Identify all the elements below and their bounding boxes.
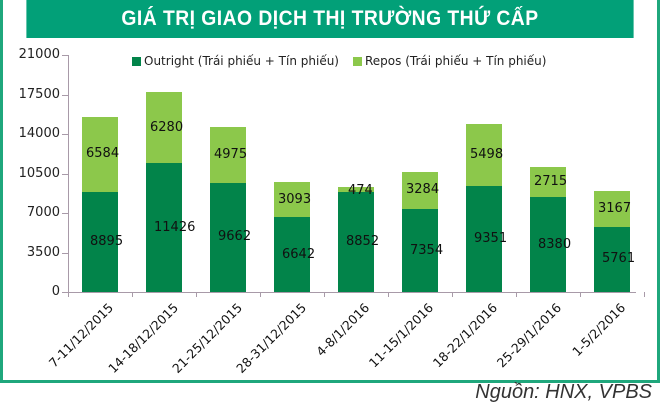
- value-label-repos: 5498: [470, 147, 504, 163]
- bar-segment-outright: [274, 217, 310, 292]
- bar-segment-repos: [594, 191, 630, 227]
- x-tick-mark: [260, 292, 261, 297]
- x-tick-mark: [644, 292, 645, 297]
- x-tick-mark: [580, 292, 581, 297]
- stacked-bar: [338, 186, 374, 292]
- value-label-outright: 11426: [154, 219, 196, 235]
- bar-segment-repos: [338, 186, 374, 193]
- y-tick-label: 0: [51, 284, 60, 299]
- y-tick-mark: [62, 94, 68, 96]
- stacked-bar: [594, 191, 630, 292]
- x-axis: [68, 292, 636, 293]
- source-note: Nguồn: HNX, VPBS: [475, 381, 652, 403]
- y-tick-label: 21000: [18, 47, 60, 62]
- value-label-repos: 6584: [86, 146, 120, 162]
- bar-segment-outright: [402, 208, 438, 292]
- value-label-repos: 3167: [598, 201, 632, 217]
- stacked-bar: [210, 126, 246, 292]
- x-tick-mark: [196, 292, 197, 297]
- legend-label-outright: Outright (Trái phiếu + Tín phiếu): [144, 54, 339, 68]
- legend-label-repos: Repos (Trái phiếu + Tín phiếu): [365, 54, 547, 68]
- value-label-outright: 9662: [218, 229, 252, 245]
- stacked-bar: [402, 171, 438, 292]
- stacked-bar: [146, 92, 182, 292]
- value-label-outright: 8852: [346, 234, 380, 250]
- bar-segment-outright: [594, 226, 630, 292]
- y-axis: [68, 55, 69, 293]
- legend-swatch-outright: [132, 56, 141, 66]
- x-tick-mark: [516, 292, 517, 297]
- y-tick-label: 10500: [18, 165, 60, 181]
- stacked-bar: [466, 124, 502, 292]
- y-tick-mark: [62, 213, 68, 214]
- y-tick-label: 3500: [26, 244, 60, 260]
- y-tick-mark: [62, 134, 68, 135]
- chart-legend: Outright (Trái phiếu + Tín phiếu) Repos …: [132, 54, 546, 68]
- value-label-repos: 3093: [278, 191, 312, 207]
- legend-item-outright: Outright (Trái phiếu + Tín phiếu): [132, 54, 339, 68]
- x-tick-mark: [388, 292, 389, 297]
- chart-title: GIÁ TRỊ GIAO DỊCH THỊ TRƯỜNG THỨ CẤP: [26, 0, 634, 38]
- bar-segment-outright: [530, 197, 566, 292]
- bar-segment-outright: [210, 182, 246, 292]
- legend-swatch-repos: [353, 56, 362, 66]
- value-label-repos: 474: [348, 182, 373, 198]
- y-tick-mark: [62, 55, 68, 56]
- stacked-bar: [530, 166, 566, 292]
- stacked-bar: [274, 182, 310, 292]
- y-tick-mark: [62, 252, 68, 254]
- y-tick-label: 14000: [18, 126, 60, 141]
- value-label-outright: 8895: [90, 233, 124, 249]
- bar-segment-outright: [466, 186, 502, 292]
- bar-segment-outright: [146, 163, 182, 292]
- chart-frame: [0, 0, 660, 383]
- bar-segment-outright: [82, 191, 118, 292]
- y-tick-label: 17500: [18, 86, 60, 102]
- x-tick-mark: [132, 292, 133, 297]
- value-label-repos: 4975: [214, 146, 248, 162]
- value-label-outright: 6642: [282, 246, 316, 262]
- bar-segment-repos: [82, 117, 118, 192]
- y-tick-mark: [62, 173, 68, 175]
- bar-segment-repos: [274, 182, 310, 218]
- bar-segment-repos: [210, 126, 246, 183]
- value-label-repos: 2715: [534, 174, 568, 190]
- value-label-outright: 7354: [410, 242, 444, 258]
- bar-segment-repos: [146, 92, 182, 164]
- legend-item-repos: Repos (Trái phiếu + Tín phiếu): [353, 54, 546, 68]
- stacked-bar: [82, 117, 118, 292]
- x-tick-mark: [324, 292, 325, 297]
- y-tick-label: 7000: [26, 205, 60, 220]
- y-tick-mark: [62, 292, 68, 293]
- bar-segment-repos: [530, 166, 566, 198]
- value-label-outright: 9351: [474, 231, 508, 247]
- bar-segment-outright: [338, 192, 374, 292]
- x-tick-mark: [452, 292, 453, 297]
- x-tick-mark: [68, 292, 69, 297]
- value-label-outright: 5761: [602, 251, 636, 267]
- bar-segment-repos: [402, 171, 438, 209]
- value-label-repos: 3284: [406, 182, 440, 198]
- value-label-outright: 8380: [538, 236, 572, 252]
- bar-segment-repos: [466, 124, 502, 187]
- value-label-repos: 6280: [150, 119, 184, 135]
